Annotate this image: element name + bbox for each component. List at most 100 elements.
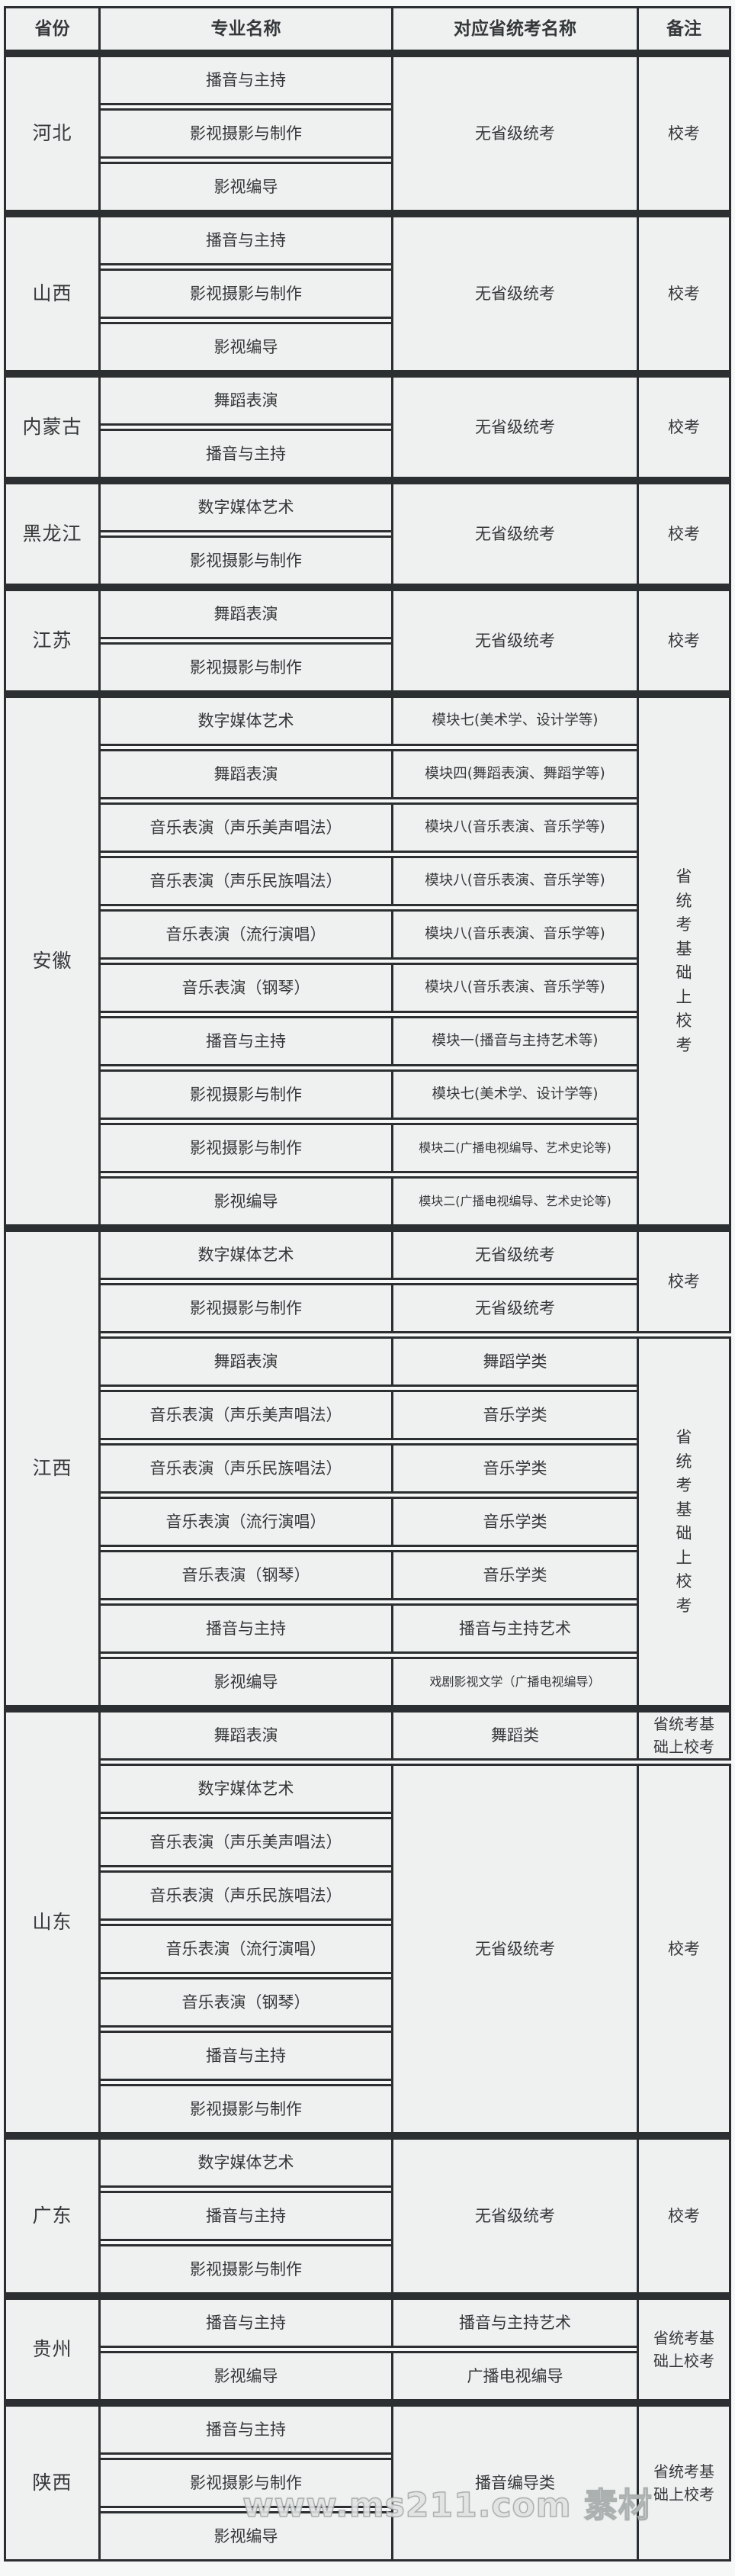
section-divider <box>4 2295 731 2298</box>
remark-cell: 省统考基础上校考 <box>637 2404 731 2562</box>
province-cell: 江西 <box>4 1230 101 1707</box>
major-cell: 舞蹈表演 <box>98 1710 393 1761</box>
section-divider <box>4 479 731 482</box>
remark-cell: 省统考基础上校考 <box>637 1710 731 1761</box>
exam-cell: 无省级统考 <box>391 1230 639 1280</box>
section-divider <box>4 212 731 215</box>
section-divider <box>4 372 731 375</box>
province-cell: 山东 <box>4 1710 101 2134</box>
remark-vertical-text: 省 统 考 基 础 上 校 考 <box>676 867 692 1054</box>
major-cell: 舞蹈表演 <box>98 1336 393 1387</box>
remark-cell: 校考 <box>637 2137 731 2295</box>
section-hebei: 河北 播音与主持 影视摄影与制作 影视编导 无省级统考 校考 <box>4 55 731 212</box>
major-cell: 播音与主持 <box>98 55 393 105</box>
exam-cell: 播音与主持艺术 <box>391 1603 639 1654</box>
major-cell: 数字媒体艺术 <box>98 696 393 746</box>
exam-cell: 广播电视编导 <box>391 2351 639 2401</box>
remark-text: 省统考基础上校考 <box>653 2329 714 2370</box>
major-cell: 影视摄影与制作 <box>98 1069 393 1120</box>
exam-cell: 模块八(音乐表演、音乐学等) <box>391 856 639 906</box>
province-cell: 山西 <box>4 215 101 372</box>
major-cell: 播音与主持 <box>98 2298 393 2348</box>
exam-cell: 模块八(音乐表演、音乐学等) <box>391 963 639 1013</box>
section-shanxi: 山西 播音与主持 影视摄影与制作 影视编导 无省级统考 校考 <box>4 215 731 372</box>
exam-cell: 模块二(广播电视编导、艺术史论等) <box>391 1123 639 1173</box>
major-cell: 影视摄影与制作 <box>98 1123 393 1173</box>
exam-cell: 音乐学类 <box>391 1390 639 1440</box>
section-shandong: 山东 舞蹈表演 舞蹈类 省统考基础上校考 数字媒体艺术 音乐表演（声乐美声唱法）… <box>4 1710 731 2134</box>
exam-cell: 音乐学类 <box>391 1443 639 1494</box>
exam-cell: 无省级统考 <box>391 2137 639 2295</box>
major-cell: 音乐表演（钢琴） <box>98 1977 393 2028</box>
province-cell: 安徽 <box>4 696 101 1227</box>
major-cell: 影视编导 <box>98 1176 393 1227</box>
exam-cell: 播音与主持艺术 <box>391 2298 639 2348</box>
major-cell: 影视摄影与制作 <box>98 535 393 586</box>
exam-cell: 无省级统考 <box>391 55 639 212</box>
table-header: 省份 专业名称 对应省统考名称 备注 <box>4 6 731 52</box>
exam-cell: 舞蹈类 <box>391 1710 639 1761</box>
major-cell: 音乐表演（声乐民族唱法） <box>98 1870 393 1921</box>
major-cell: 音乐表演（钢琴） <box>98 1550 393 1600</box>
remark-cell: 校考 <box>637 1764 731 2134</box>
exam-cell: 舞蹈学类 <box>391 1336 639 1387</box>
remark-cell: 校考 <box>637 215 731 372</box>
remark-vertical-text: 省 统 考 基 础 上 校 考 <box>676 1428 692 1615</box>
remark-cell: 省 统 考 基 础 上 校 考 <box>637 1336 731 1707</box>
major-cell: 音乐表演（声乐美声唱法） <box>98 802 393 853</box>
province-cell: 贵州 <box>4 2298 101 2401</box>
remark-cell: 省统考基础上校考 <box>637 2298 731 2401</box>
exam-cell: 无省级统考 <box>391 482 639 586</box>
section-divider <box>4 586 731 589</box>
major-cell: 影视摄影与制作 <box>98 1283 393 1333</box>
major-cell: 影视摄影与制作 <box>98 108 393 159</box>
major-cell: 音乐表演（声乐美声唱法） <box>98 1390 393 1440</box>
section-divider <box>4 1227 731 1230</box>
section-jiangsu: 江苏 舞蹈表演 影视摄影与制作 无省级统考 校考 <box>4 589 731 693</box>
remark-cell: 校考 <box>637 1230 731 1333</box>
province-cell: 黑龙江 <box>4 482 101 586</box>
header-province: 省份 <box>4 6 101 52</box>
major-cell: 影视摄影与制作 <box>98 642 393 693</box>
major-cell: 舞蹈表演 <box>98 749 393 799</box>
exam-cell: 模块四(舞蹈表演、舞蹈学等) <box>391 749 639 799</box>
exam-cell: 模块八(音乐表演、音乐学等) <box>391 802 639 853</box>
section-neimenggu: 内蒙古 舞蹈表演 播音与主持 无省级统考 校考 <box>4 375 731 479</box>
section-heilongjiang: 黑龙江 数字媒体艺术 影视摄影与制作 无省级统考 校考 <box>4 482 731 586</box>
section-divider <box>4 52 731 55</box>
remark-cell: 校考 <box>637 482 731 586</box>
exam-cell: 模块七(美术学、设计学等) <box>391 696 639 746</box>
province-cell: 河北 <box>4 55 101 212</box>
major-cell: 播音与主持 <box>98 2404 393 2455</box>
section-anhui: 安徽 数字媒体艺术 舞蹈表演 音乐表演（声乐美声唱法） 音乐表演（声乐民族唱法）… <box>4 696 731 1227</box>
remark-text: 省统考基础上校考 <box>653 1715 714 1756</box>
exam-cell: 无省级统考 <box>391 215 639 372</box>
major-cell: 播音与主持 <box>98 429 393 479</box>
major-cell: 音乐表演（流行演唱） <box>98 1497 393 1547</box>
province-cell: 广东 <box>4 2137 101 2295</box>
major-cell: 数字媒体艺术 <box>98 482 393 532</box>
exam-cell: 无省级统考 <box>391 375 639 479</box>
major-cell: 音乐表演（流行演唱） <box>98 1924 393 1974</box>
exam-cell: 模块八(音乐表演、音乐学等) <box>391 909 639 960</box>
major-cell: 音乐表演（声乐民族唱法） <box>98 1443 393 1494</box>
header-remark: 备注 <box>637 6 731 52</box>
remark-cell: 校考 <box>637 55 731 212</box>
exam-cell: 模块七(美术学、设计学等) <box>391 1069 639 1120</box>
header-major: 专业名称 <box>98 6 393 52</box>
major-cell: 播音与主持 <box>98 2031 393 2081</box>
exam-cell: 播音编导类 <box>391 2404 639 2562</box>
major-cell: 音乐表演（声乐美声唱法） <box>98 1817 393 1867</box>
major-cell: 数字媒体艺术 <box>98 2137 393 2188</box>
major-cell: 音乐表演（声乐民族唱法） <box>98 856 393 906</box>
exam-cell: 模块二(广播电视编导、艺术史论等) <box>391 1176 639 1227</box>
major-cell: 数字媒体艺术 <box>98 1230 393 1280</box>
major-cell: 舞蹈表演 <box>98 589 393 639</box>
section-divider <box>4 1707 731 1710</box>
major-cell: 播音与主持 <box>98 1603 393 1654</box>
section-divider <box>4 2134 731 2137</box>
major-cell: 播音与主持 <box>98 215 393 265</box>
watermark: www.ms211.com 素材 <box>242 2485 653 2526</box>
remark-cell: 校考 <box>637 375 731 479</box>
major-cell: 音乐表演（流行演唱） <box>98 909 393 960</box>
